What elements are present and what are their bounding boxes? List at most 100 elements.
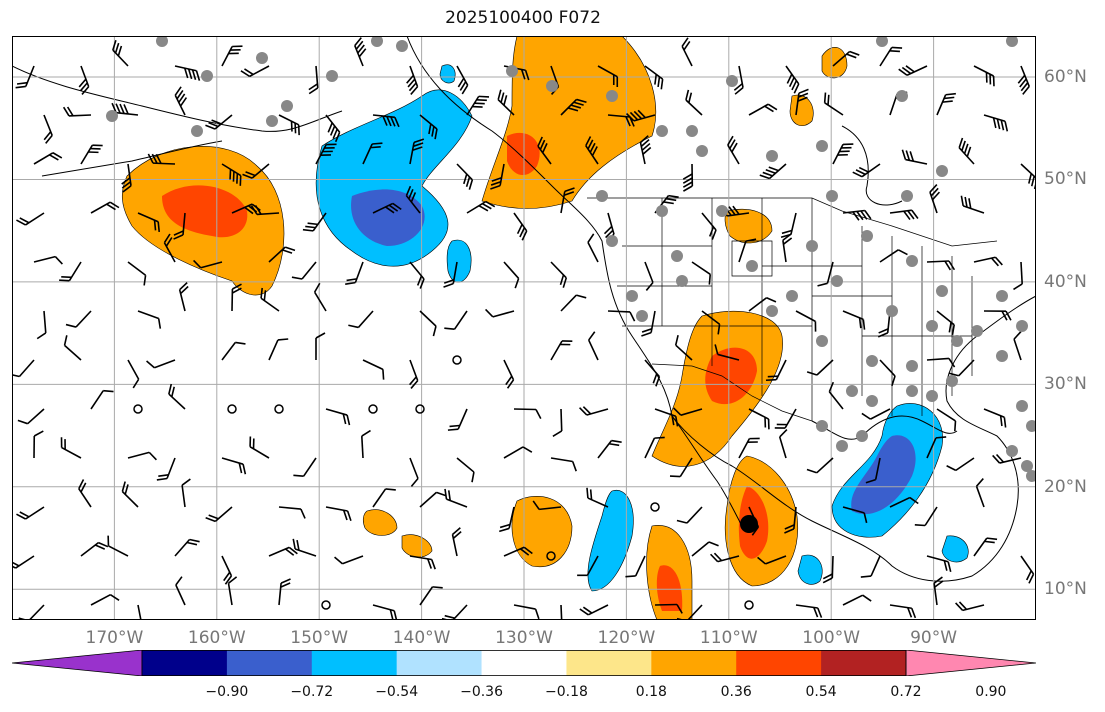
wind-barb: [842, 506, 868, 524]
wind-barb: [315, 332, 326, 361]
longitude-label: 120°W: [597, 628, 656, 648]
coastlines: [12, 36, 1036, 582]
wind-barb: [63, 335, 82, 361]
wind-barb: [456, 457, 475, 483]
wind-barb: [641, 310, 656, 337]
wind-barb: [817, 261, 834, 287]
wind-barb: [33, 152, 63, 165]
wind-barb: [452, 355, 462, 365]
wind-barb: [1013, 261, 1023, 291]
station-dot: [816, 335, 828, 347]
wind-barb: [325, 408, 351, 426]
wind-barb: [345, 261, 364, 285]
wind-barb: [738, 238, 757, 263]
station-dot: [996, 350, 1008, 362]
wind-barb: [748, 297, 777, 312]
wind-barb: [975, 478, 985, 508]
wind-barb: [503, 546, 533, 557]
wind-barb: [644, 436, 665, 459]
station-dot: [896, 90, 908, 102]
wind-barb: [321, 600, 331, 610]
wind-barb: [644, 261, 654, 291]
wind-barb: [291, 261, 317, 280]
wind-barb: [293, 457, 317, 477]
wind-barb: [691, 541, 719, 557]
wind-barb: [852, 163, 881, 178]
wind-barb: [447, 408, 468, 431]
wind-barb: [137, 310, 162, 329]
wind-barb: [419, 491, 447, 508]
colorbar-tick-label: 0.36: [720, 684, 752, 700]
wind-barb: [499, 506, 515, 533]
colorbar-tick-label: −0.36: [460, 684, 503, 700]
wind-barb: [456, 65, 469, 95]
anomaly-contours: [122, 36, 969, 620]
wind-barb: [727, 135, 740, 165]
wind-barb: [828, 381, 844, 410]
wind-barb: [650, 502, 660, 512]
contour-negative-core: [351, 189, 425, 246]
wind-barb: [654, 603, 683, 614]
wind-barb: [178, 282, 189, 312]
wind-barb: [406, 65, 419, 95]
station-dot: [946, 375, 958, 387]
contour-negative: [446, 239, 472, 283]
wind-barb: [451, 527, 462, 557]
wind-barb: [861, 408, 891, 420]
wind-barb: [15, 65, 35, 89]
station-dot: [1021, 460, 1033, 472]
wind-barb: [936, 310, 955, 336]
wind-barb: [308, 65, 319, 95]
wind-barb: [748, 408, 770, 430]
contour-positive: [724, 208, 773, 244]
contour-positive-core: [705, 347, 757, 405]
wind-barb: [738, 437, 760, 459]
wind-barb: [163, 233, 176, 263]
station-dot: [906, 385, 918, 397]
colorbar-tick-label: −0.90: [205, 684, 249, 700]
wind-barb: [914, 506, 938, 527]
contour-positive: [401, 534, 433, 558]
wind-barb: [302, 212, 327, 232]
wind-barb: [409, 457, 419, 487]
wind-barb: [1017, 65, 1030, 95]
wind-barb: [221, 457, 247, 475]
longitude-label: 90°W: [910, 628, 958, 648]
wind-barb: [926, 357, 956, 368]
wind-barb: [889, 496, 919, 508]
longitude-label: 160°W: [187, 628, 246, 648]
wind-barb: [587, 233, 599, 263]
wind-barb: [62, 106, 92, 117]
wind-barb: [936, 92, 956, 116]
wind-barb: [268, 246, 296, 263]
wind-barb: [691, 261, 712, 285]
wind-barb: [60, 437, 82, 459]
station-dot: [326, 70, 338, 82]
wind-barb: [926, 260, 956, 271]
wind-barb: [315, 143, 337, 165]
station-dot: [971, 325, 983, 337]
longitude-label: 150°W: [290, 628, 349, 648]
us-mexico-border: [651, 363, 813, 422]
wind-barb: [360, 429, 371, 459]
wind-barb: [785, 65, 800, 94]
wind-barb: [842, 209, 872, 221]
wind-barb: [43, 114, 53, 144]
station-dot: [1006, 36, 1018, 47]
station-dot: [876, 36, 888, 47]
colorbar-segment: [736, 650, 822, 676]
station-dot: [726, 75, 738, 87]
wind-barb: [889, 604, 917, 619]
station-dot: [281, 100, 293, 112]
wind-barb: [325, 114, 341, 143]
wind-barb: [550, 261, 568, 288]
wind-barb: [926, 436, 947, 459]
wind-barb: [1013, 330, 1022, 361]
station-dot: [656, 205, 668, 217]
contour-positive: [821, 47, 848, 79]
wind-barb: [409, 138, 425, 165]
contour-positive: [362, 509, 398, 536]
wind-barb: [278, 506, 306, 519]
wind-barb: [292, 538, 317, 557]
wind-barb: [936, 408, 957, 432]
